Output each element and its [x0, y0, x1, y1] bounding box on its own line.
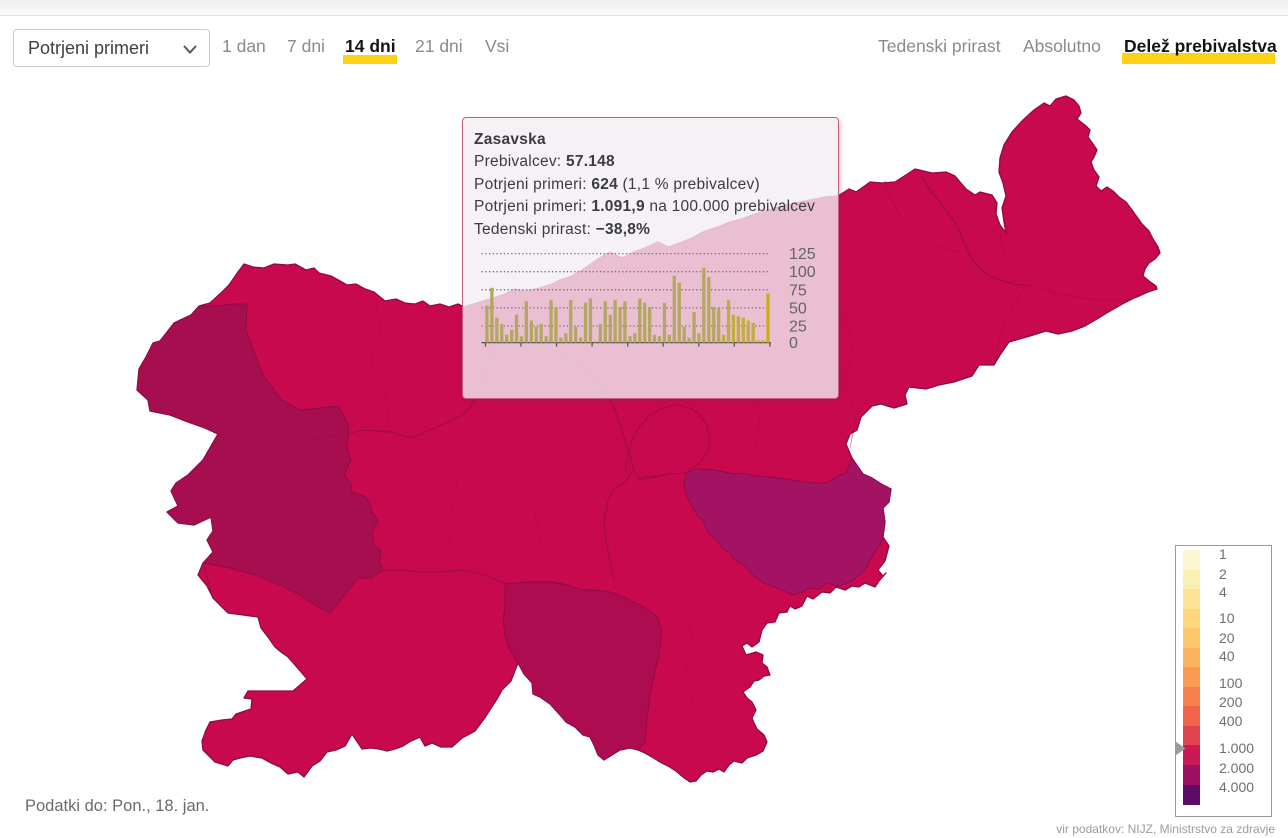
svg-text:50: 50 — [789, 300, 807, 317]
svg-text:0: 0 — [789, 335, 798, 352]
svg-text:100: 100 — [789, 264, 816, 281]
svg-text:125: 125 — [789, 246, 816, 263]
svg-text:25: 25 — [789, 319, 807, 336]
svg-text:75: 75 — [789, 282, 807, 299]
